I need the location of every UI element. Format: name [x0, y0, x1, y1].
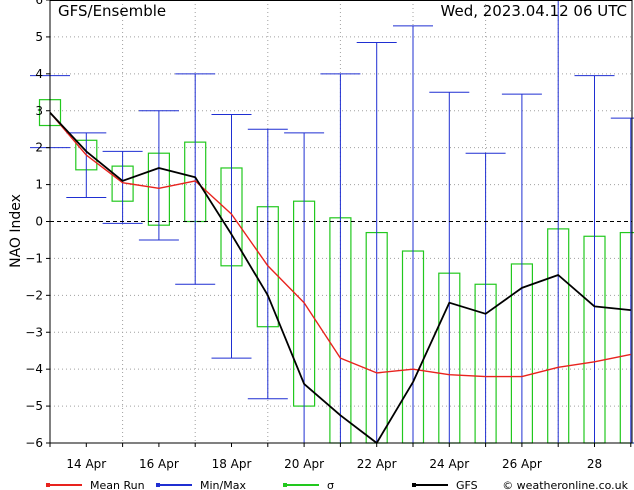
x-axis-ticks: 14 Apr 16 Apr 18 Apr 20 Apr 22 Apr 24 Apr 26 A…	[49, 443, 632, 471]
y-tick-label: −1	[25, 251, 43, 265]
y-tick-label: 3	[35, 104, 43, 118]
x-tick-label: 18 Apr	[212, 457, 252, 471]
legend-label: σ	[327, 479, 334, 490]
x-tick-label: 28	[587, 457, 602, 471]
run-timestamp: Wed, 2023.04.12 06 UTC	[441, 2, 627, 20]
y-tick-label: 0	[35, 215, 43, 229]
min-max-bars	[30, 0, 634, 444]
legend-label: Min/Max	[200, 479, 246, 490]
series-line-gfs	[49, 111, 631, 444]
y-tick-label: 6	[35, 0, 43, 7]
y-tick-label: 1	[35, 178, 43, 192]
legend-label: GFS	[456, 479, 478, 490]
legend-swatch-dot	[46, 483, 50, 487]
y-tick-label: −4	[25, 362, 43, 376]
credit-text: © weatheronline.co.uk	[502, 479, 628, 490]
y-axis-ticks: −6 −5 −4 −3 −2 −1 0 1 2 3 4 5 6	[25, 0, 50, 450]
x-tick-label: 16 Apr	[139, 457, 179, 471]
x-tick-label: 24 Apr	[429, 457, 469, 471]
series-lines	[49, 111, 631, 444]
legend: Mean Run Min/Max σ GFS	[46, 479, 478, 490]
legend-swatch-dot	[156, 483, 160, 487]
y-axis-label: NAO Index	[8, 194, 24, 268]
y-tick-label: −6	[25, 436, 43, 450]
y-tick-label: −5	[25, 399, 43, 413]
legend-swatch-dot	[412, 483, 416, 487]
series-line-mean-run	[49, 112, 631, 378]
legend-label: Mean Run	[90, 479, 145, 490]
y-tick-label: 5	[35, 30, 43, 44]
y-tick-label: −2	[25, 288, 43, 302]
x-tick-label: 20 Apr	[284, 457, 324, 471]
y-tick-label: −3	[25, 325, 43, 339]
x-tick-label: 14 Apr	[66, 457, 106, 471]
legend-swatch-dot	[283, 483, 287, 487]
x-tick-label: 22 Apr	[357, 457, 397, 471]
y-tick-label: 4	[35, 67, 43, 81]
chart-title: GFS/Ensemble	[58, 2, 166, 20]
y-tick-label: 2	[35, 141, 43, 155]
x-tick-label: 26 Apr	[502, 457, 542, 471]
